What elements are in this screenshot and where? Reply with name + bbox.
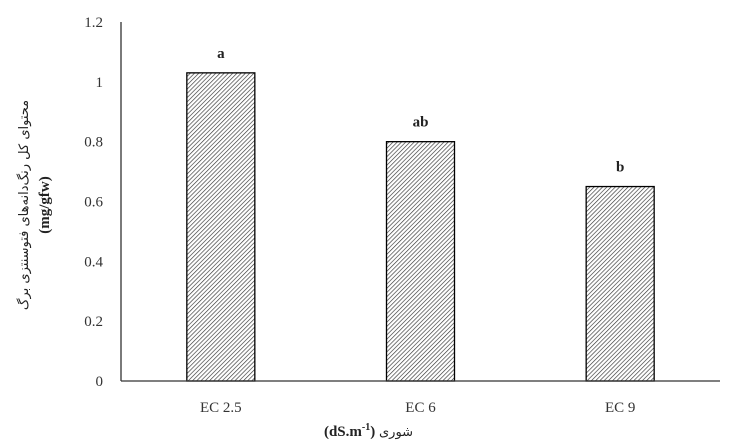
y-tick-label: 1 (96, 75, 104, 91)
y-axis-unit: (mg/gfw) (37, 176, 53, 234)
bar (585, 185, 655, 382)
y-tick-label: 0.2 (84, 314, 103, 330)
x-tick-label: EC 2.5 (200, 400, 242, 416)
y-axis-title: محتوای کل رنگ‌دانه‌های فتوسنتزی برگ (mg/… (15, 45, 65, 365)
bar (186, 72, 256, 382)
x-axis-title: (dS.m-1) شوری (0, 422, 737, 441)
significance-label: b (616, 160, 624, 176)
y-axis-ticks: 0 0.2 0.4 0.6 0.8 1 1.2 (84, 15, 103, 390)
y-tick-label: 0.4 (84, 254, 103, 270)
bar (385, 141, 456, 382)
y-tick-label: 0.8 (84, 135, 103, 151)
y-axis-label: محتوای کل رنگ‌دانه‌های فتوسنتزی برگ (17, 99, 32, 311)
bars (186, 72, 655, 382)
significance-label: a (217, 46, 225, 62)
significance-label: ab (413, 115, 429, 131)
x-tick-label: EC 6 (405, 400, 436, 416)
x-tick-label: EC 9 (605, 400, 635, 416)
significance-labels: a ab b (217, 46, 624, 176)
x-axis-unit: (dS.m-1) (323, 422, 376, 440)
y-tick-label: 0 (96, 374, 104, 390)
x-axis-label: شوری (378, 425, 414, 440)
y-tick-label: 0.6 (84, 195, 103, 211)
x-axis-ticks: EC 2.5 EC 6 EC 9 (200, 400, 635, 416)
y-tick-label: 1.2 (84, 15, 103, 31)
